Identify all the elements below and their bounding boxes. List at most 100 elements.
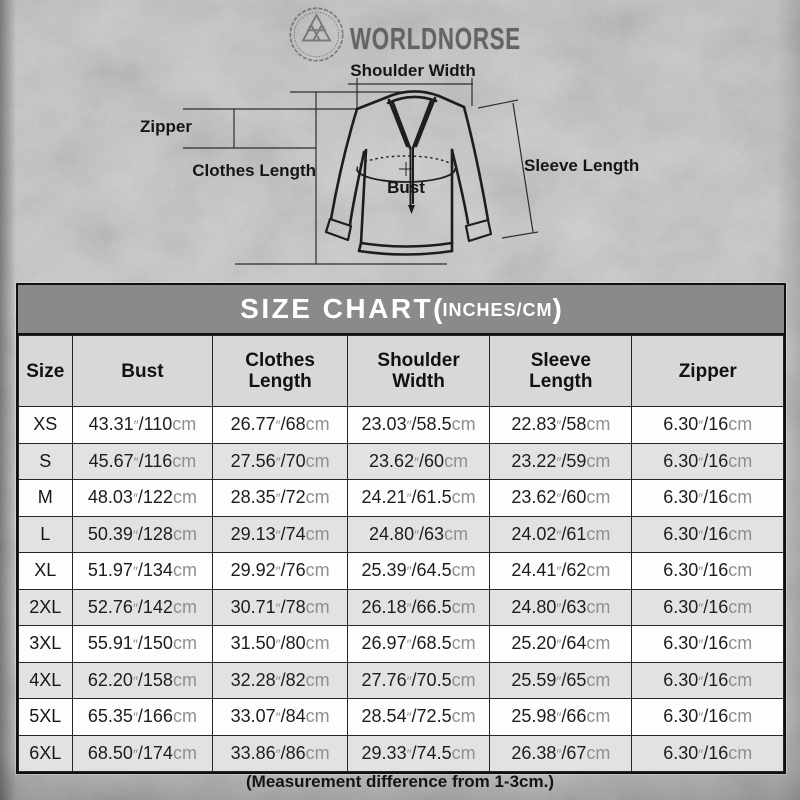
unit-suffix: ″ <box>556 709 562 726</box>
unit-suffix: cm <box>305 523 330 544</box>
unit-suffix: ″ <box>132 709 138 726</box>
measurement-cell: 68.50″/174cm <box>71 734 214 772</box>
measurement-value: 45.67 <box>88 450 134 471</box>
unit-suffix: ″ <box>132 490 138 507</box>
unit-suffix: ″ <box>275 672 281 689</box>
measurement-cell: 29.13″/74cm <box>212 515 348 553</box>
measurement-value: /63 <box>419 523 445 544</box>
unit-suffix: ″ <box>133 453 139 470</box>
measurement-cell: 29.92″/76cm <box>212 552 348 590</box>
unit-suffix: ″ <box>556 417 562 434</box>
unit-suffix: ″ <box>406 490 412 507</box>
measurement-value: 55.91 <box>87 633 133 654</box>
measurement-cell: 26.38″/67cm <box>489 734 633 772</box>
unit-suffix: cm <box>172 742 197 763</box>
measurement-value: 33.86 <box>230 742 276 763</box>
measurement-cell: 25.98″/66cm <box>489 698 633 736</box>
measurement-value: 6.30 <box>663 560 699 581</box>
size-cell: L <box>18 515 73 553</box>
measurement-value: 25.20 <box>511 633 557 654</box>
measurement-cell: 48.03″/122cm <box>71 479 214 517</box>
unit-suffix: cm <box>728 523 753 544</box>
measurement-value: /128 <box>137 523 173 544</box>
measurement-cell: 24.02″/61cm <box>489 515 633 553</box>
unit-suffix: ″ <box>275 526 281 543</box>
measurement-value: /74.5 <box>411 742 452 763</box>
measurement-cell: 24.80″/63cm <box>489 588 633 626</box>
measurement-value: 28.54 <box>361 706 407 727</box>
unit-suffix: cm <box>728 414 753 435</box>
unit-suffix: ″ <box>414 526 420 543</box>
unit-suffix: cm <box>586 596 611 617</box>
measurement-value: 26.18 <box>361 596 407 617</box>
measurement-cell: 6.30″/16cm <box>631 698 784 736</box>
measurement-value: /59 <box>561 450 587 471</box>
garment-measurement-diagram: Shoulder Width Zipper Clothes Length Bus… <box>0 57 800 275</box>
measurement-cell: 6.30″/16cm <box>631 479 784 517</box>
measurement-value: /72 <box>280 487 306 508</box>
unit-suffix: cm <box>172 414 197 435</box>
measurement-value: 6.30 <box>663 633 699 654</box>
measurement-cell: 23.03″/58.5cm <box>346 406 491 444</box>
measurement-value: 27.56 <box>230 450 276 471</box>
measurement-value: /70.5 <box>411 669 452 690</box>
measurement-value: 6.30 <box>663 742 699 763</box>
unit-suffix: cm <box>451 633 476 654</box>
measurement-value: /110 <box>138 414 173 435</box>
measurement-cell: 65.35″/166cm <box>71 698 214 736</box>
measurement-value: 26.97 <box>361 633 407 654</box>
measurement-value: 27.76 <box>361 669 407 690</box>
size-cell: 3XL <box>18 625 73 663</box>
measurement-value: 26.38 <box>511 742 557 763</box>
measurement-value: /166 <box>137 706 173 727</box>
measurement-cell: 27.76″/70.5cm <box>346 661 491 699</box>
measurement-value: /122 <box>137 487 173 508</box>
unit-suffix: cm <box>728 596 753 617</box>
measurement-value: /67 <box>561 742 587 763</box>
measurement-cell: 24.21″/61.5cm <box>346 479 491 517</box>
unit-suffix: cm <box>451 742 476 763</box>
unit-suffix: cm <box>728 487 753 508</box>
measurement-value: 28.35 <box>230 487 276 508</box>
unit-suffix: ″ <box>275 745 281 762</box>
measurement-cell: 45.67″/116cm <box>71 442 214 480</box>
measurement-value: 29.33 <box>361 742 407 763</box>
unit-suffix: ″ <box>556 490 562 507</box>
unit-suffix: cm <box>172 669 197 690</box>
unit-suffix: cm <box>586 523 611 544</box>
unit-suffix: ″ <box>698 599 704 616</box>
size-cell: S <box>18 442 73 480</box>
size-cell: 2XL <box>18 588 73 626</box>
unit-suffix: cm <box>451 560 476 581</box>
measurement-value: 33.07 <box>230 706 276 727</box>
measurement-value: /80 <box>280 633 306 654</box>
measurement-cell: 6.30″/16cm <box>631 406 784 444</box>
measurement-cell: 25.59″/65cm <box>489 661 633 699</box>
measurement-value: 32.28 <box>230 669 276 690</box>
measurement-value: /61.5 <box>411 487 452 508</box>
header-row: Size Bust Clothes Length Shoulder Width Sleeve… <box>18 335 784 407</box>
measurement-cell: 6.30″/16cm <box>631 442 784 480</box>
unit-suffix: ″ <box>414 453 420 470</box>
measurement-value: /16 <box>703 487 729 508</box>
measurement-value: /60 <box>419 450 445 471</box>
measurement-cell: 23.22″/59cm <box>489 442 633 480</box>
unit-suffix: ″ <box>698 453 704 470</box>
measurement-value: 22.83 <box>511 414 557 435</box>
measurement-value: 23.62 <box>511 487 557 508</box>
unit-suffix: ″ <box>698 526 704 543</box>
size-cell: 4XL <box>18 661 73 699</box>
table-row: XL 51.97″/134cm 29.92″/76cm 25.39″/64.5cm 24… <box>18 552 784 590</box>
table-row: 6XL 68.50″/174cm 33.86″/86cm 29.33″/74.5cm 2… <box>18 734 784 772</box>
measurement-cell: 62.20″/158cm <box>71 661 214 699</box>
measurement-value: 25.98 <box>511 706 557 727</box>
measurement-value: 24.21 <box>361 487 407 508</box>
measurement-cell: 6.30″/16cm <box>631 661 784 699</box>
unit-suffix: ″ <box>698 636 704 653</box>
measurement-value: 23.03 <box>361 414 407 435</box>
unit-suffix: ″ <box>556 526 562 543</box>
unit-suffix: ″ <box>132 745 138 762</box>
unit-suffix: cm <box>444 523 469 544</box>
measurement-cell: 51.97″/134cm <box>71 552 214 590</box>
size-cell: XL <box>18 552 73 590</box>
